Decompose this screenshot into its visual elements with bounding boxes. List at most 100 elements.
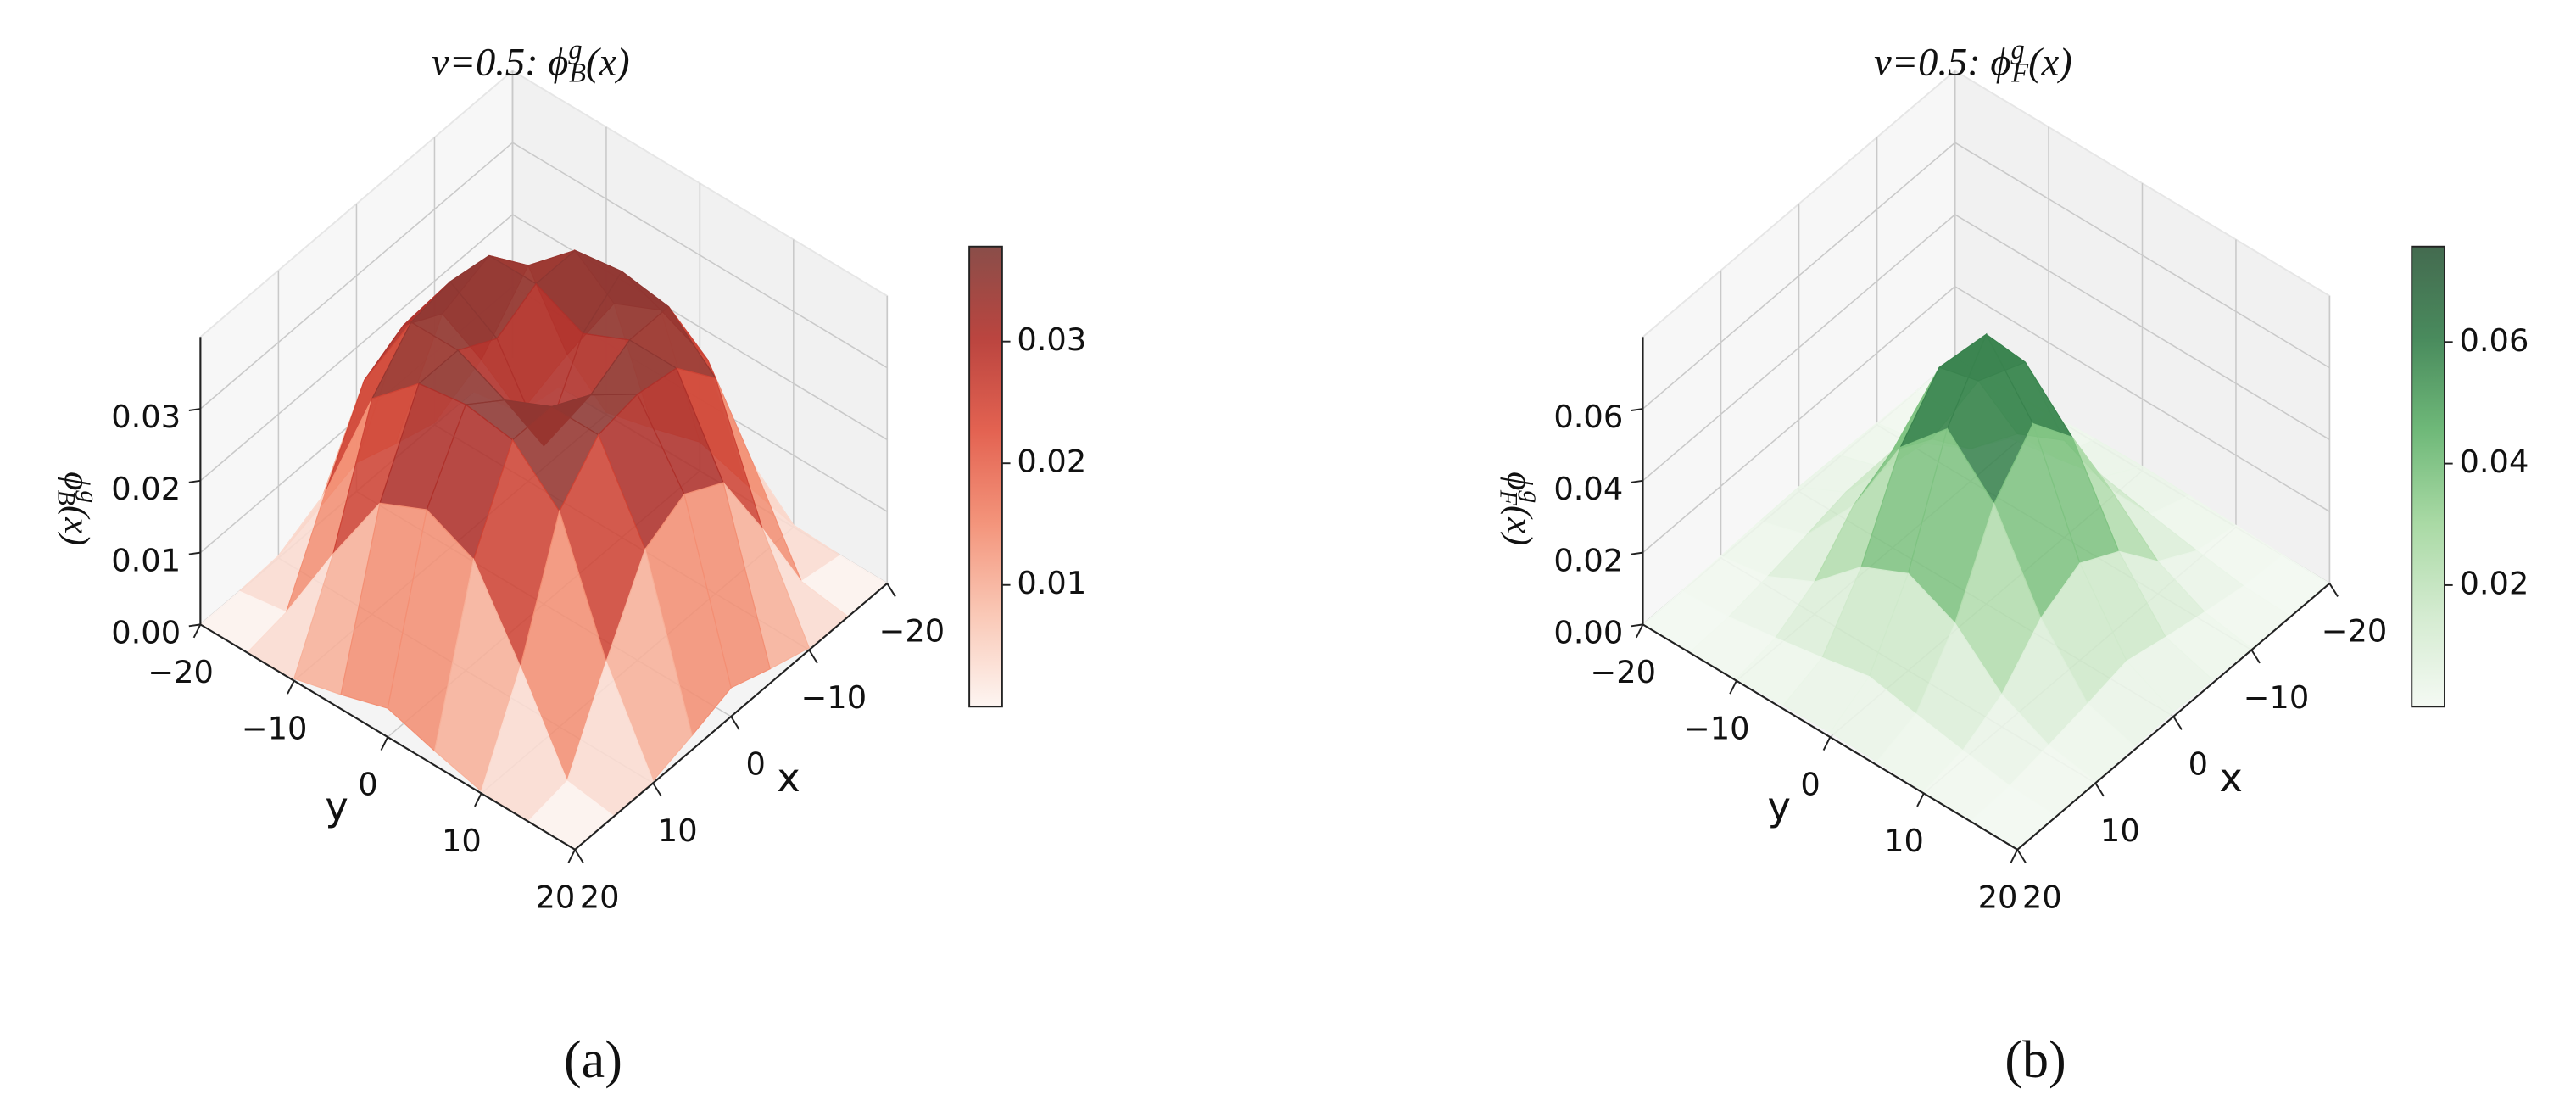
z-tick-label: 0.00 xyxy=(1553,615,1623,651)
z-axis-label-part: (x) xyxy=(57,505,97,545)
y-tick-label: 0 xyxy=(1800,767,1820,803)
x-tick xyxy=(808,649,818,664)
grid-line xyxy=(1642,142,1956,410)
y-tick xyxy=(1635,623,1644,639)
panel: −20 −10 0 10 20 −20 −10 0 10 20 0.00 0.02 0.04 0.06 x y… xyxy=(1495,36,2529,1089)
grid-line xyxy=(1954,142,2330,369)
z-axis-label-sub: F xyxy=(1495,489,1523,506)
chart-title-part: ν=0.5: ϕ xyxy=(1874,41,2010,84)
chart-title-sup: g xyxy=(568,36,582,66)
x-tick xyxy=(2094,782,2105,797)
y-tick xyxy=(1916,793,1925,807)
colorbar xyxy=(2411,245,2445,708)
chart-title-part: (x) xyxy=(2028,41,2072,84)
panel: −20 −10 0 10 20 −20 −10 0 10 20 0.00 0.01 0.02 0.03 x y… xyxy=(53,36,1087,1089)
x-tick-label: 20 xyxy=(580,879,620,915)
z-axis-label-part: (x) xyxy=(1500,505,1540,545)
z-tick xyxy=(1631,551,1643,556)
x-tick xyxy=(730,716,740,730)
colorbar-tick-label: 0.01 xyxy=(1017,565,1086,601)
x-tick-label: −20 xyxy=(878,613,945,650)
z-axis-label: ϕgB(x) xyxy=(53,472,103,545)
x-axis-label: x xyxy=(2219,755,2243,801)
x-tick-label: 10 xyxy=(2100,812,2140,849)
grid-line xyxy=(512,142,888,369)
colorbar xyxy=(968,245,1003,708)
y-tick xyxy=(380,736,389,751)
y-tick-label: 0 xyxy=(358,767,377,803)
colorbar-tick-label: 0.04 xyxy=(2459,444,2529,480)
chart-title: ν=0.5: ϕg B(x) xyxy=(432,36,630,89)
chart-title-part: (x) xyxy=(586,41,630,84)
chart-title-sub: F xyxy=(2010,59,2029,89)
chart-title: ν=0.5: ϕg F(x) xyxy=(1874,36,2072,89)
z-axis-label-part: ϕ xyxy=(57,472,97,490)
y-tick-label: −20 xyxy=(1590,654,1656,690)
z-tick-label: 0.01 xyxy=(111,543,181,579)
y-tick-label: 10 xyxy=(442,823,482,859)
x-tick-label: 0 xyxy=(746,745,766,782)
grid-line xyxy=(199,214,514,482)
x-tick-label: 20 xyxy=(2022,879,2062,915)
y-tick xyxy=(567,849,576,863)
z-tick xyxy=(1631,479,1643,483)
grid-line xyxy=(1954,214,2330,441)
x-tick xyxy=(2328,583,2339,597)
grid-line xyxy=(1642,214,1956,482)
y-tick-label: −20 xyxy=(148,654,214,690)
grid-line xyxy=(1954,286,2330,512)
z-tick xyxy=(188,408,201,411)
colorbar-tick-label: 0.02 xyxy=(2459,565,2529,601)
x-tick-label: −10 xyxy=(2244,679,2310,716)
colorbar-tick-label: 0.06 xyxy=(2459,322,2529,359)
z-tick xyxy=(188,623,201,628)
chart-title-part: ν=0.5: ϕ xyxy=(432,41,568,84)
y-tick xyxy=(2010,849,2019,863)
z-axis-label-sup: g xyxy=(1518,490,1546,503)
chart-title-sup: g xyxy=(2010,36,2024,66)
y-tick-label: 20 xyxy=(535,879,575,915)
grid-line xyxy=(199,142,514,410)
z-tick-label: 0.06 xyxy=(1553,399,1623,435)
z-tick-label: 0.04 xyxy=(1553,471,1623,507)
caption: (a) xyxy=(564,1031,622,1089)
z-tick xyxy=(1631,623,1643,628)
colorbar-tick-label: 0.03 xyxy=(1017,321,1086,358)
y-tick xyxy=(1729,680,1737,695)
z-tick-label: 0.00 xyxy=(111,615,181,651)
z-axis-label: ϕgF(x) xyxy=(1495,472,1546,545)
chart-title-sub: B xyxy=(569,59,586,89)
x-tick xyxy=(2016,849,2027,863)
y-tick-label: 10 xyxy=(1884,823,1924,859)
z-tick-label: 0.02 xyxy=(111,471,181,507)
x-tick-label: −10 xyxy=(800,679,867,716)
x-tick xyxy=(886,583,896,597)
y-axis-label: y xyxy=(325,784,348,829)
z-axis-label-part: ϕ xyxy=(1500,472,1540,490)
z-tick xyxy=(1631,408,1643,411)
x-tick-label: 10 xyxy=(658,812,698,849)
y-tick xyxy=(287,680,295,695)
z-tick xyxy=(188,479,201,483)
y-tick xyxy=(192,623,202,639)
x-tick xyxy=(574,849,584,863)
x-tick-label: −20 xyxy=(2322,613,2388,650)
caption: (b) xyxy=(2004,1031,2066,1089)
z-axis-label-sub: B xyxy=(53,490,81,505)
y-tick xyxy=(1822,736,1832,751)
z-tick-label: 0.02 xyxy=(1553,543,1623,579)
z-tick xyxy=(188,551,201,556)
x-tick-label: 0 xyxy=(2188,745,2208,782)
z-axis-label-sup: g xyxy=(75,490,103,503)
y-tick-label: −10 xyxy=(1684,710,1750,746)
y-tick xyxy=(474,793,482,807)
x-tick xyxy=(2250,649,2261,664)
grid-line xyxy=(1642,286,1956,554)
x-tick xyxy=(652,782,662,797)
x-axis-label: x xyxy=(777,755,800,801)
y-tick-label: 20 xyxy=(1978,879,2018,915)
z-tick-label: 0.03 xyxy=(111,399,181,435)
x-tick xyxy=(2172,716,2183,730)
y-tick-label: −10 xyxy=(242,710,308,746)
